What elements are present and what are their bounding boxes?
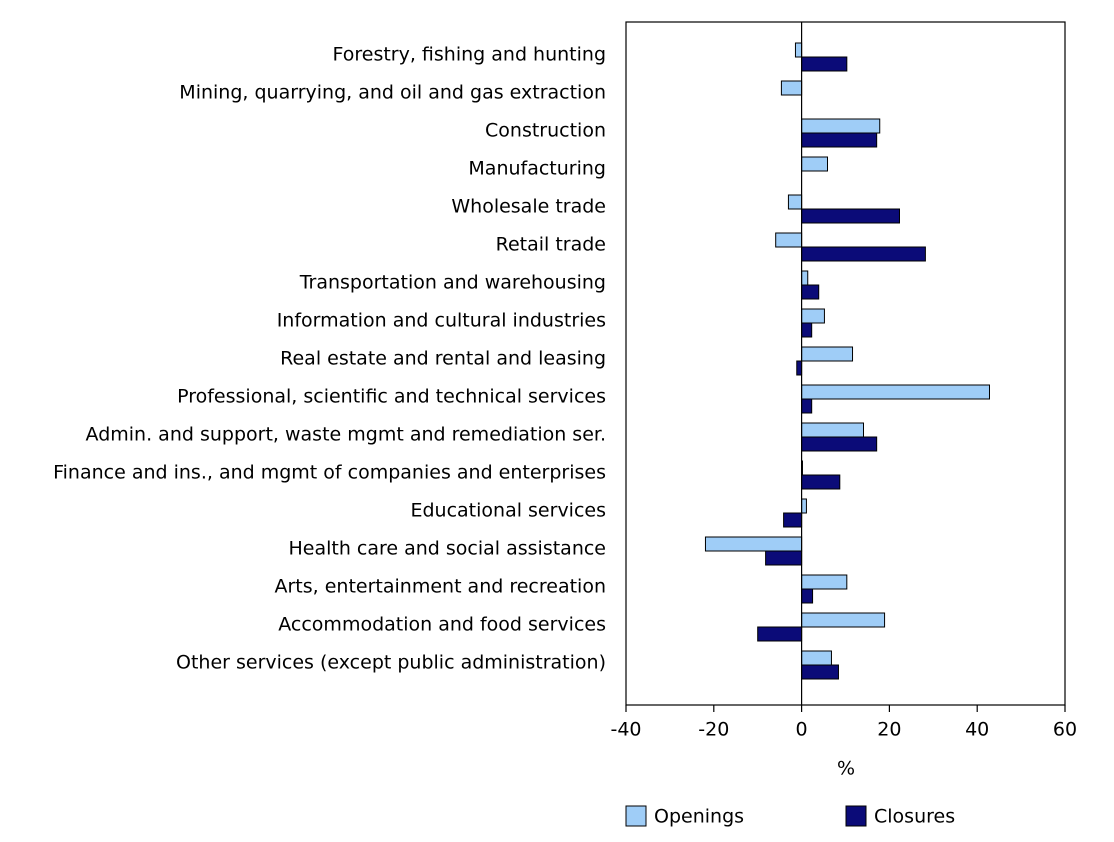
bar	[801, 118, 881, 134]
bar	[801, 308, 825, 324]
x-axis-label: %	[837, 758, 855, 780]
legend-label: Openings	[654, 806, 744, 828]
bar	[801, 474, 841, 490]
bar	[801, 422, 864, 438]
bar	[801, 664, 839, 680]
bar	[704, 536, 803, 552]
bar	[801, 346, 854, 362]
y-tick-label: Arts, entertainment and recreation	[275, 576, 607, 598]
bar	[801, 612, 886, 628]
bar	[801, 588, 814, 604]
y-tick-label: Transportation and warehousing	[299, 272, 606, 294]
y-tick-label: Construction	[485, 120, 606, 142]
y-tick-label: Admin. and support, waste mgmt and remed…	[86, 424, 606, 446]
y-tick-label: Real estate and rental and leasing	[280, 348, 606, 370]
bar	[801, 246, 926, 262]
bar	[801, 56, 848, 72]
bar	[801, 498, 807, 514]
bar	[783, 512, 803, 528]
x-tick-label: -20	[698, 719, 729, 741]
y-tick-label: Wholesale trade	[451, 196, 606, 218]
x-tick-label: 40	[965, 719, 989, 741]
legend-swatch	[845, 805, 867, 827]
y-tick-label: Mining, quarrying, and oil and gas extra…	[179, 82, 606, 104]
x-tick-label: 60	[1053, 719, 1077, 741]
bar	[801, 156, 829, 172]
plot-frame	[625, 21, 1066, 706]
x-tick-label: 20	[877, 719, 901, 741]
bar	[801, 650, 832, 666]
y-tick-label: Forestry, fishing and hunting	[332, 44, 606, 66]
y-tick-label: Manufacturing	[468, 158, 606, 180]
bar	[801, 384, 990, 400]
legend-swatch	[625, 805, 647, 827]
bar	[801, 270, 809, 286]
bar	[794, 42, 803, 58]
bar	[801, 574, 848, 590]
y-tick-label: Professional, scientific and technical s…	[177, 386, 606, 408]
bar	[780, 80, 803, 96]
bar	[787, 194, 803, 210]
x-tick-label: -40	[610, 719, 641, 741]
bar	[765, 550, 803, 566]
legend-label: Closures	[874, 806, 955, 828]
y-tick-label: Retail trade	[496, 234, 606, 256]
bar	[801, 398, 813, 414]
bar	[757, 626, 803, 642]
y-tick-label: Health care and social assistance	[288, 538, 606, 560]
bar	[801, 322, 813, 338]
bar	[801, 132, 878, 148]
bar	[801, 284, 820, 300]
bar	[801, 208, 900, 224]
y-tick-label: Finance and ins., and mgmt of companies …	[53, 462, 606, 484]
x-tick-label: 0	[796, 719, 808, 741]
y-tick-label: Other services (except public administra…	[176, 652, 606, 674]
y-tick-label: Information and cultural industries	[277, 310, 606, 332]
bar	[775, 232, 803, 248]
y-tick-label: Educational services	[410, 500, 606, 522]
y-tick-label: Accommodation and food services	[278, 614, 606, 636]
bar	[796, 360, 803, 376]
bar	[801, 436, 878, 452]
